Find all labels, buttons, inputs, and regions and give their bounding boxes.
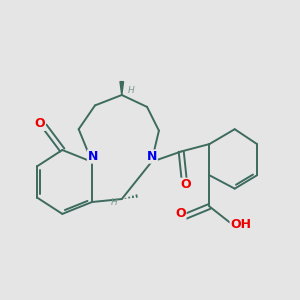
Text: O: O <box>35 117 45 130</box>
Text: H: H <box>127 86 134 95</box>
Text: O: O <box>180 178 191 191</box>
Text: N: N <box>147 150 157 163</box>
Polygon shape <box>120 82 124 95</box>
Text: O: O <box>175 207 186 220</box>
Text: OH: OH <box>230 218 251 231</box>
Text: H: H <box>111 197 118 206</box>
Text: N: N <box>87 150 98 163</box>
